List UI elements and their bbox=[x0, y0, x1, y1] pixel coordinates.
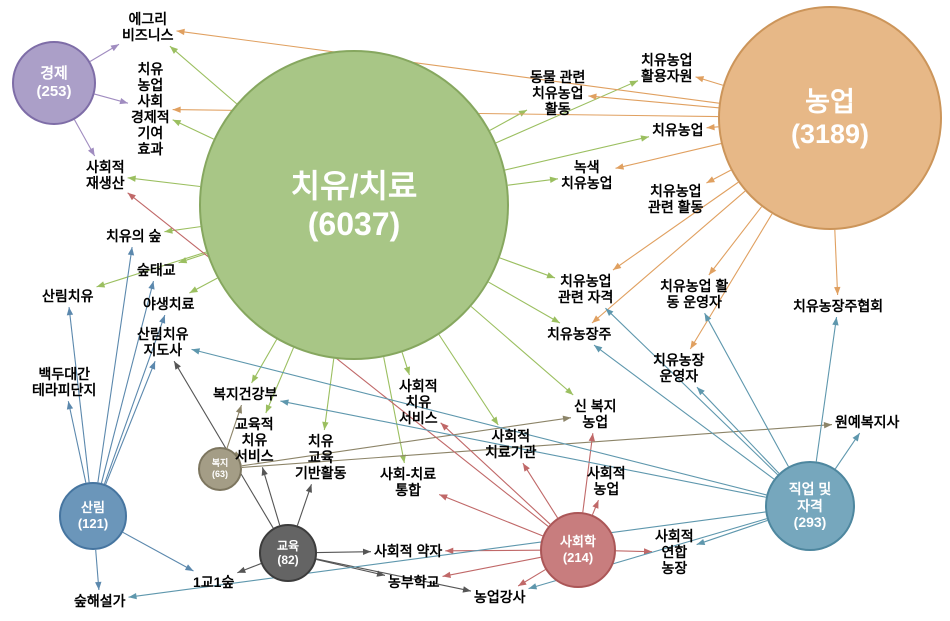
label-heal-ag-cert: 치유농업 관련 자격 bbox=[558, 273, 613, 305]
node-count: (82) bbox=[277, 553, 298, 567]
node-label: 직업 및 자격 bbox=[789, 481, 832, 515]
label-soc-heal-svc: 사회적 치유 서비스 bbox=[399, 378, 438, 426]
node-count: (214) bbox=[563, 550, 593, 566]
node-count: (293) bbox=[794, 514, 827, 531]
label-soc-union-farm: 사회적 연합 농장 bbox=[655, 528, 694, 576]
label-heal-ag-act: 치유농업 관련 활동 bbox=[648, 183, 703, 215]
label-hort-welfare: 원예복지사 bbox=[835, 414, 899, 430]
label-animal-heal: 동물 관련 치유농업 활동 bbox=[530, 69, 585, 117]
label-social-weak: 사회적 약자 bbox=[374, 543, 442, 559]
node-label: 농업 bbox=[805, 86, 855, 118]
label-heal-agri: 치유농업 bbox=[652, 122, 704, 138]
node-economy: 경제(253) bbox=[12, 41, 96, 125]
label-heal-farm-own: 치유농장주 bbox=[547, 326, 611, 342]
label-wild-heal: 야생치료 bbox=[143, 296, 195, 312]
node-forest: 산림(121) bbox=[59, 482, 127, 550]
node-label: 경제 bbox=[40, 65, 68, 83]
label-heal-farm-assoc: 치유농장주협회 bbox=[793, 298, 883, 314]
node-count: (253) bbox=[36, 83, 71, 101]
label-heal-agri-res: 치유농업 활용자원 bbox=[641, 52, 693, 84]
label-baekdu: 백두대간 테라피단지 bbox=[32, 366, 96, 398]
label-healing-effect: 치유 농업 사회 경제적 기여 효과 bbox=[131, 61, 170, 158]
label-soc-agri: 사회적 농업 bbox=[587, 465, 626, 497]
label-1school1forest: 1교1숲 bbox=[193, 574, 234, 590]
label-agribiz: 에그리 비즈니스 bbox=[122, 11, 174, 43]
node-healing: 치유/치료(6037) bbox=[199, 50, 509, 360]
node-job: 직업 및 자격(293) bbox=[765, 461, 855, 551]
label-edu-heal-svc: 교육적 치유 서비스 bbox=[235, 416, 274, 464]
label-heal-edu-base: 치유 교육 기반활동 bbox=[295, 433, 347, 481]
label-forest-heal: 산림치유 bbox=[42, 288, 94, 304]
node-label: 치유/치료 bbox=[291, 167, 418, 205]
node-edu: 교육(82) bbox=[259, 524, 317, 582]
node-count: (6037) bbox=[308, 205, 401, 243]
label-forest-guide: 산림치유 지도사 bbox=[137, 326, 189, 358]
node-label: 사회학 bbox=[560, 534, 596, 550]
node-label: 복지 bbox=[212, 458, 229, 469]
label-healing-forest: 치유의 숲 bbox=[106, 228, 161, 244]
label-heal-farm-op: 치유농장 운영자 bbox=[653, 352, 705, 384]
label-soc-ther-int: 사회-치료 통합 bbox=[380, 466, 436, 498]
node-agri: 농업(3189) bbox=[718, 6, 942, 230]
label-welfare-health: 복지건강부 bbox=[213, 386, 277, 402]
node-label: 교육 bbox=[277, 539, 299, 553]
label-social-reprod: 사회적 재생산 bbox=[86, 159, 125, 191]
label-green-heal-ag: 녹색 치유농업 bbox=[561, 159, 613, 191]
label-sum-taegyo: 숲태교 bbox=[137, 262, 176, 278]
label-forest-guide2: 숲해설가 bbox=[74, 593, 126, 609]
label-agri-lecturer: 농업강사 bbox=[474, 589, 526, 605]
label-heal-ag-op: 치유농업 활 동 운영자 bbox=[660, 278, 728, 310]
node-sociology: 사회학(214) bbox=[540, 512, 616, 588]
node-label: 산림 bbox=[81, 500, 105, 516]
node-count: (121) bbox=[78, 516, 108, 532]
label-new-welfare-ag: 신 복지 농업 bbox=[574, 398, 617, 430]
node-count: (63) bbox=[212, 469, 228, 480]
label-soc-ther-inst: 사회적 치료기관 bbox=[485, 428, 537, 460]
label-farmer-school: 농부학교 bbox=[388, 574, 440, 590]
node-count: (3189) bbox=[791, 118, 869, 150]
